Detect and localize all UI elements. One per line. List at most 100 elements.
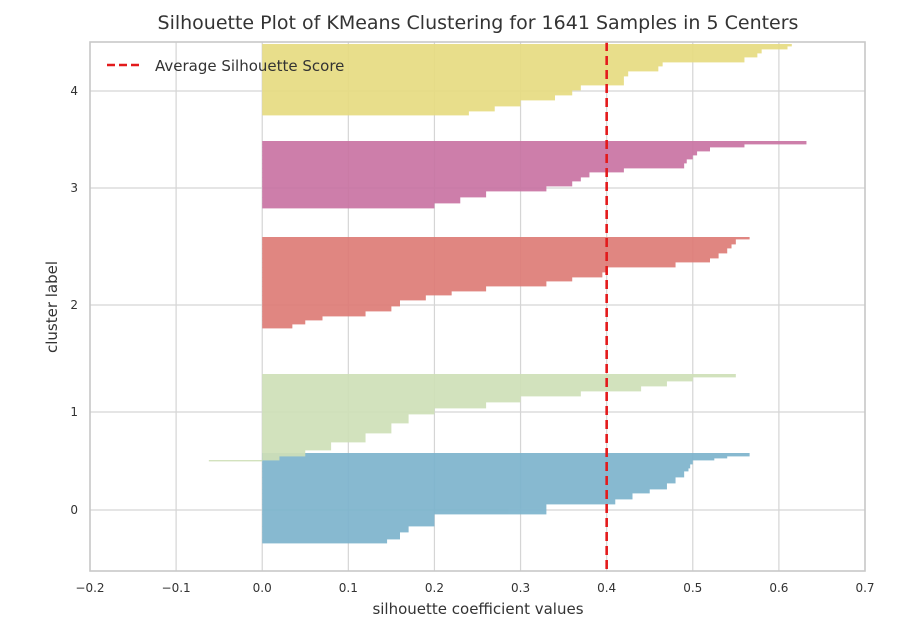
silhouette-bar [262,291,452,296]
silhouette-bands [208,44,807,544]
silhouette-bar [262,286,487,292]
plot-frame [89,41,866,572]
silhouette-bar [262,381,667,387]
y-tick-label: 0 [70,503,78,517]
silhouette-bar [262,539,388,544]
silhouette-bar [262,396,521,403]
silhouette-bar [262,374,736,378]
x-tick-label: 0.3 [511,581,530,595]
silhouette-bar [262,177,581,182]
silhouette-bar [262,172,590,178]
legend-average-score-label: Average Silhouette Score [155,57,344,75]
silhouette-bar [262,53,758,58]
y-tick-label: 4 [70,84,78,98]
silhouette-bar [262,423,392,434]
silhouette-bar [262,181,573,187]
silhouette-bar [262,450,306,457]
silhouette-bar [262,44,792,47]
y-axis-label: cluster label [43,261,61,353]
x-tick-label: −0.2 [75,581,104,595]
silhouette-bar [262,62,663,67]
silhouette-bar [262,300,400,307]
silhouette-bar [208,460,263,462]
silhouette-bar [262,277,573,282]
silhouette-bar [262,489,650,494]
silhouette-bar [262,168,624,173]
silhouette-bar [262,456,280,461]
silhouette-bar [262,377,693,382]
silhouette-bar [262,493,633,500]
silhouette-bar [262,391,581,397]
silhouette-bar [262,414,409,424]
silhouette-bar [262,191,487,198]
x-tick-label: −0.1 [162,581,191,595]
silhouette-bar [262,46,788,50]
silhouette-bar [262,155,693,160]
silhouette-bar [262,324,293,329]
silhouette-bar [262,151,698,156]
silhouette-bar [262,267,607,273]
silhouette-bar [262,526,409,533]
silhouette-bar [262,442,332,451]
silhouette-bar [262,106,495,112]
silhouette-bar [262,203,435,209]
silhouette-bar [262,483,667,490]
silhouette-bar [262,386,642,392]
silhouette-bar [262,90,573,96]
silhouette-bar [262,504,547,515]
silhouette-bar [262,85,581,91]
silhouette-bar [262,253,719,259]
silhouette-bar [262,402,487,409]
silhouette-bar [262,499,616,505]
silhouette-bar [262,316,323,321]
silhouette-bar [262,237,750,240]
silhouette-bar [262,262,676,268]
silhouette-bar [262,186,547,192]
cluster-1-band [208,374,736,462]
silhouette-bar [262,49,762,54]
silhouette-bar [262,258,710,263]
silhouette-bar [262,272,603,278]
silhouette-bar [262,456,728,459]
silhouette-bar [262,464,691,469]
cluster-0-band [262,453,750,544]
silhouette-bar [262,163,685,169]
silhouette-bar [262,147,710,152]
silhouette-bar [262,433,366,443]
silhouette-bar [262,477,676,484]
silhouette-bar [262,295,426,301]
silhouette-bar [262,468,689,472]
y-tick-label: 2 [70,298,78,312]
x-tick-label: 0.7 [855,581,874,595]
silhouette-bar [262,532,400,540]
silhouette-bar [262,453,750,457]
silhouette-bar [262,320,306,325]
chart-title: Silhouette Plot of KMeans Clustering for… [158,12,799,34]
silhouette-bar [262,239,736,245]
x-tick-label: 0.4 [597,581,616,595]
silhouette-bar [262,144,745,148]
cluster-3-band [262,141,807,209]
cluster-4-band [262,44,792,116]
silhouette-bar [262,57,745,63]
silhouette-bar [262,458,715,461]
legend: Average Silhouette Score [107,57,344,75]
silhouette-bar [262,141,807,145]
silhouette-bar [262,111,469,116]
silhouette-bar [262,281,547,287]
silhouette-bar [262,66,659,72]
y-tick-label: 1 [70,405,78,419]
silhouette-bar [262,71,629,77]
silhouette-bar [262,460,693,465]
silhouette-bar [262,159,687,164]
silhouette-bar [262,76,624,82]
silhouette-bar [262,95,555,101]
silhouette-bar [262,514,435,527]
silhouette-bar [262,100,521,107]
x-tick-label: 0.0 [253,581,272,595]
silhouette-bar [262,311,366,317]
x-axis-label: silhouette coefficient values [372,600,583,618]
silhouette-bar [262,306,392,312]
silhouette-bar [262,197,461,204]
